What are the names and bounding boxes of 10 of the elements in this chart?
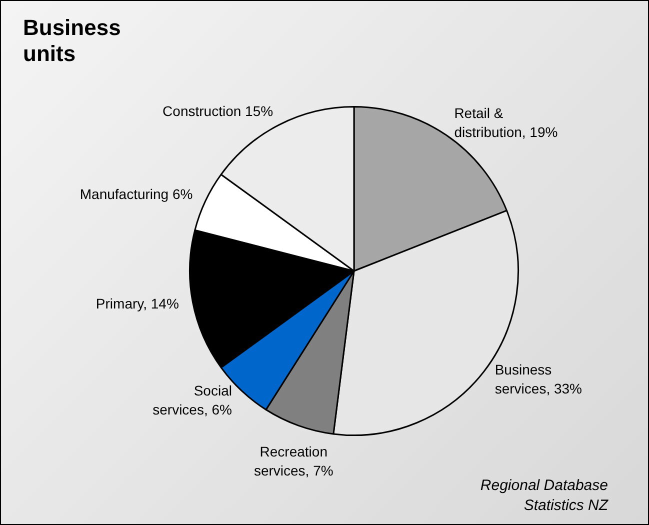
chart-title: Business units (23, 15, 122, 67)
slice-label: Social services, 6% (152, 382, 232, 418)
text: Regional Database (480, 476, 608, 496)
slice-label: Recreation services, 7% (254, 444, 334, 479)
slice-label: Business services, 33% (494, 362, 582, 397)
slice-label: Primary, 14% (96, 295, 179, 312)
slice-label: Construction 15% (162, 103, 274, 120)
slice-label: Manufacturing 6% (80, 186, 193, 202)
text: Statistics NZ (522, 496, 608, 516)
slice-label: Retail & distribution, 19% (454, 104, 558, 140)
